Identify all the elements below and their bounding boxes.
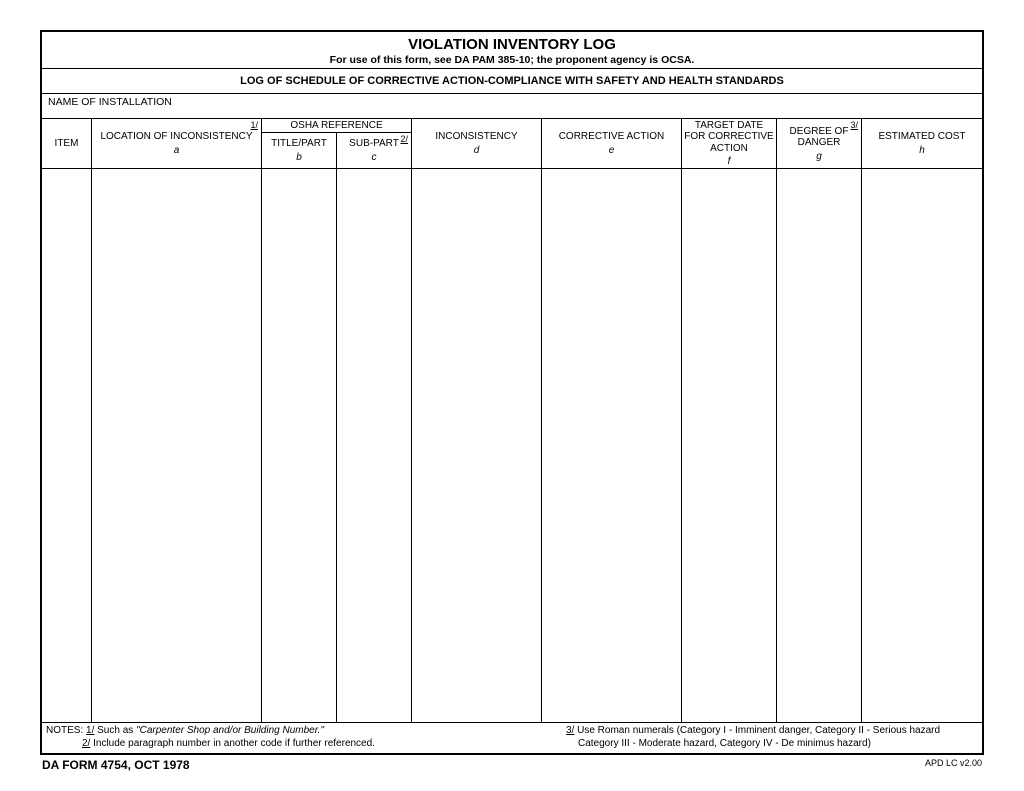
col-item: ITEM <box>42 119 92 168</box>
body-col-sub-part <box>337 169 412 722</box>
form-version: APD LC v2.00 <box>925 758 982 772</box>
note3-text: Use Roman numerals (Category I - Imminen… <box>574 725 940 736</box>
col-target: TARGET DATE FOR CORRECTIVE ACTION f <box>682 119 777 168</box>
col-title-part: TITLE/PART b <box>262 133 337 168</box>
installation-label: NAME OF INSTALLATION <box>48 96 172 108</box>
form-subtitle: For use of this form, see DA PAM 385-10;… <box>42 54 982 66</box>
form-border: VIOLATION INVENTORY LOG For use of this … <box>40 30 984 755</box>
body-col-estimated <box>862 169 982 722</box>
table-body <box>42 169 982 722</box>
table-header: ITEM 1/ LOCATION OF INCONSISTENCY a OSHA… <box>42 119 982 169</box>
ref-3: 3/ <box>850 120 858 130</box>
body-col-degree <box>777 169 862 722</box>
body-col-item <box>42 169 92 722</box>
form-title: VIOLATION INVENTORY LOG <box>42 36 982 53</box>
body-col-location <box>92 169 262 722</box>
body-col-corrective <box>542 169 682 722</box>
body-col-title-part <box>262 169 337 722</box>
note1-text: Such as "Carpenter Shop and/or Building … <box>94 725 324 736</box>
note3-cont: Category III - Moderate hazard, Category… <box>578 738 871 749</box>
col-location: 1/ LOCATION OF INCONSISTENCY a <box>92 119 262 168</box>
col-osha-group: OSHA REFERENCE TITLE/PART b 2/ SUB-PART … <box>262 119 412 168</box>
log-heading: LOG OF SCHEDULE OF CORRECTIVE ACTION-COM… <box>42 69 982 94</box>
form-page: VIOLATION INVENTORY LOG For use of this … <box>0 0 1024 791</box>
ref-1: 1/ <box>250 120 258 130</box>
col-estimated: ESTIMATED COST h <box>862 119 982 168</box>
form-footer: DA FORM 4754, OCT 1978 APD LC v2.00 <box>40 755 984 772</box>
note2-text: Include paragraph number in another code… <box>90 738 375 749</box>
col-degree: 3/ DEGREE OF DANGER g <box>777 119 862 168</box>
osha-group-label: OSHA REFERENCE <box>262 119 411 133</box>
col-sub-part: 2/ SUB-PART c <box>337 133 411 168</box>
title-block: VIOLATION INVENTORY LOG For use of this … <box>42 32 982 69</box>
form-number: DA FORM 4754, OCT 1978 <box>42 758 190 772</box>
ref-2: 2/ <box>400 134 408 144</box>
notes-label: NOTES: <box>46 725 83 736</box>
notes-block: NOTES: 1/ Such as "Carpenter Shop and/or… <box>42 722 982 753</box>
installation-row: NAME OF INSTALLATION <box>42 94 982 119</box>
body-col-target <box>682 169 777 722</box>
col-inconsistency: INCONSISTENCY d <box>412 119 542 168</box>
col-corrective: CORRECTIVE ACTION e <box>542 119 682 168</box>
body-col-inconsistency <box>412 169 542 722</box>
